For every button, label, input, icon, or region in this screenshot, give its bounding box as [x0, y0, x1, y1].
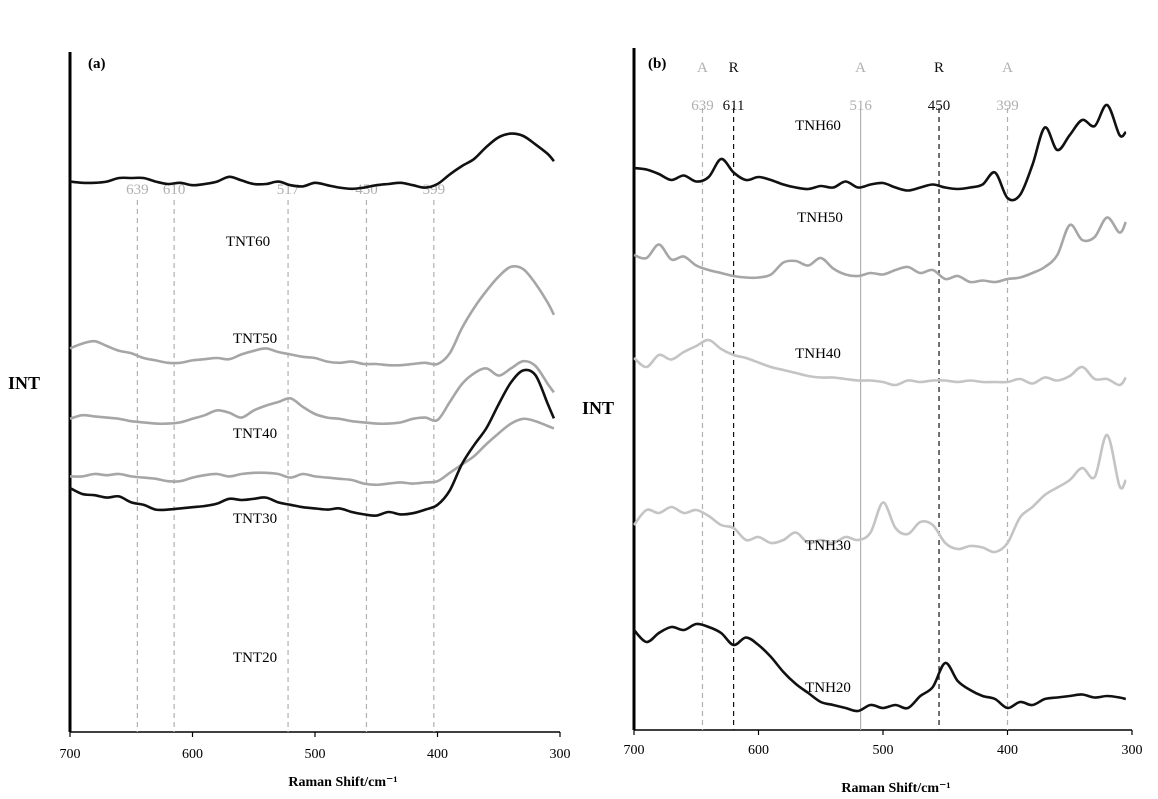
x-tick-label-400: 400 [427, 747, 448, 762]
x-tick-label-600: 600 [748, 743, 769, 758]
reference-label-639: 639 [126, 182, 149, 198]
reference-label-611: 611 [723, 98, 745, 114]
panel-b-reference-lines: 639 A 611 R 516 A 450 R 399 A [691, 60, 1019, 730]
series-line-tnh20 [633, 622, 1127, 713]
x-tick-label-600: 600 [182, 747, 203, 762]
reference-label-610: 610 [163, 182, 186, 198]
series-line-tnt60 [69, 132, 555, 191]
panel-b-y-axis-label: INT [582, 398, 614, 418]
series-label-tnh30: TNH30 [805, 538, 851, 554]
x-tick-label-500: 500 [873, 743, 894, 758]
panel-b-x-axis-label: Raman Shift/cm⁻¹ [841, 781, 950, 796]
series-label-tnt60: TNT60 [226, 234, 270, 250]
series-line-tnt50 [69, 264, 556, 367]
panel-a-x-ticks: 700 600 500 400 300 [60, 732, 571, 762]
reference-label-450: 450 [928, 98, 951, 114]
series-label-tnh20: TNH20 [805, 680, 851, 696]
phase-label-a: A [1002, 60, 1013, 76]
panel-a-label: (a) [88, 56, 106, 72]
reference-label-399: 399 [996, 98, 1019, 114]
x-tick-label-300: 300 [1122, 743, 1143, 758]
series-line-tnt30 [69, 417, 555, 487]
x-tick-label-700: 700 [624, 743, 645, 758]
x-tick-label-700: 700 [60, 747, 81, 762]
series-label-tnh40: TNH40 [795, 346, 841, 362]
series-label-tnt20: TNT20 [233, 650, 277, 666]
panel-a: (a) INT 639 610 517 450 399 TNT60TNT50TNT40T… [8, 52, 571, 790]
series-label-tnh50: TNH50 [797, 210, 843, 226]
series-line-tnh60 [633, 103, 1127, 202]
series-line-tnh50 [633, 216, 1127, 284]
panel-a-x-axis-label: Raman Shift/cm⁻¹ [288, 775, 397, 790]
series-line-tnh30 [632, 433, 1127, 554]
series-label-tnh60: TNH60 [795, 118, 841, 134]
phase-label-a: A [697, 60, 708, 76]
phase-label-r: R [729, 60, 739, 76]
series-line-tnh40 [633, 338, 1127, 387]
series-label-tnt40: TNT40 [233, 426, 277, 442]
series-line-tnt20 [69, 368, 556, 517]
reference-label-639: 639 [691, 98, 714, 114]
series-label-tnt30: TNT30 [233, 511, 277, 527]
reference-label-516: 516 [849, 98, 872, 114]
x-tick-label-500: 500 [305, 747, 326, 762]
phase-label-r: R [934, 60, 944, 76]
x-tick-label-300: 300 [550, 747, 571, 762]
panel-b-series: TNH60 TNH50 TNH40 TNH30 TNH20 [632, 103, 1127, 713]
series-label-tnt50: TNT50 [233, 331, 277, 347]
panel-b-label: (b) [648, 56, 666, 72]
series-line-tnt40 [69, 359, 555, 426]
panel-a-y-axis-label: INT [8, 373, 40, 393]
phase-label-a: A [855, 60, 866, 76]
x-tick-label-400: 400 [997, 743, 1018, 758]
panel-b-x-ticks: 700 600 500 400 300 [624, 730, 1143, 758]
panel-a-reference-lines: 639 610 517 450 399 [126, 182, 445, 732]
panel-a-series: TNT60 TNT50 TNT40 TNT30 TNT20 [69, 132, 556, 666]
